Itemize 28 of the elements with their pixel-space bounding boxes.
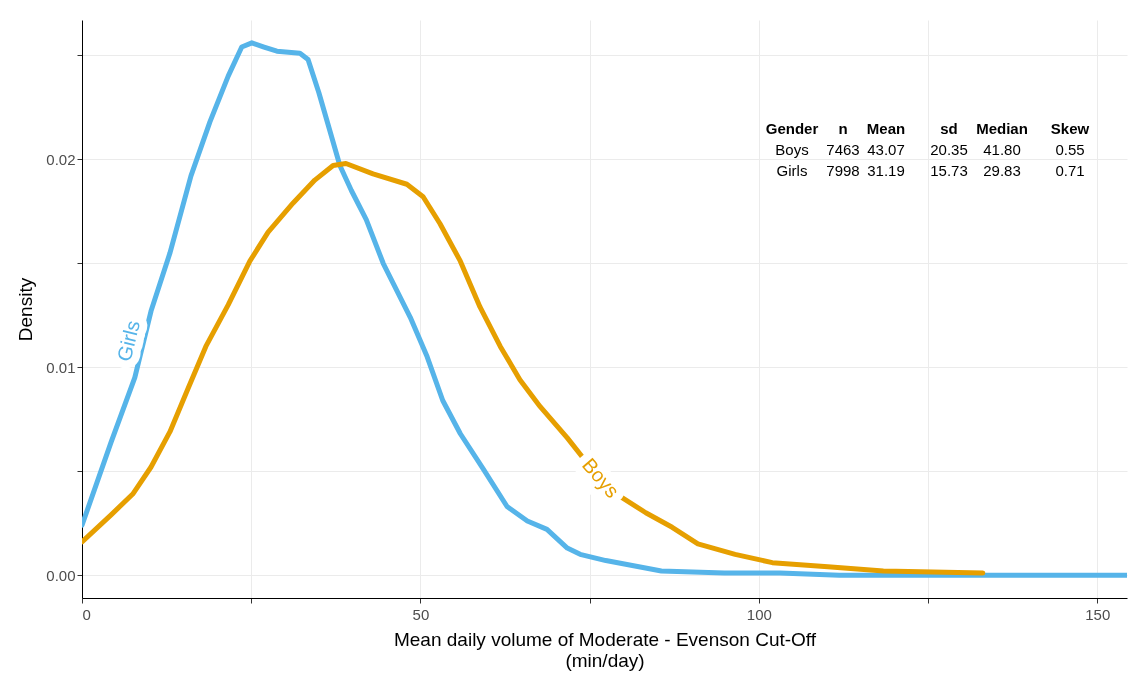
annotation: 15.73 xyxy=(930,162,968,179)
x-tick-label: 50 xyxy=(412,605,430,623)
annotation: 7463 xyxy=(826,141,860,158)
x-tick-label: 0 xyxy=(82,605,91,623)
annotation: n xyxy=(838,120,848,137)
x-axis-title: Mean daily volume of Moderate - Evenson Cut-Off (min/day) xyxy=(393,628,817,671)
annotation: 41.80 xyxy=(983,141,1021,158)
annotation: Gender xyxy=(765,120,819,137)
annotation: Median xyxy=(976,120,1028,137)
y-tick-label: 0.01 xyxy=(46,358,76,376)
annotation: 0.71 xyxy=(1055,162,1085,179)
y-axis-title: Density xyxy=(15,277,37,342)
x-tick-label: 100 xyxy=(746,605,772,623)
annotation: 20.35 xyxy=(930,141,968,158)
annotation: 0.55 xyxy=(1055,141,1085,158)
annotation: 43.07 xyxy=(867,141,905,158)
annotation: Mean xyxy=(866,120,906,137)
annotation: Boys xyxy=(775,141,809,158)
annotation: 31.19 xyxy=(867,162,905,179)
y-tick-label: 0.02 xyxy=(46,150,76,168)
y-tick-label: 0.00 xyxy=(46,566,76,584)
annotation: sd xyxy=(940,120,958,137)
annotation: 29.83 xyxy=(983,162,1021,179)
text: Girls xyxy=(112,318,144,364)
annotation: 7998 xyxy=(826,162,860,179)
x-tick-label: 150 xyxy=(1085,605,1111,623)
annotation: Skew xyxy=(1050,120,1090,137)
annotation: Girls xyxy=(776,162,808,179)
